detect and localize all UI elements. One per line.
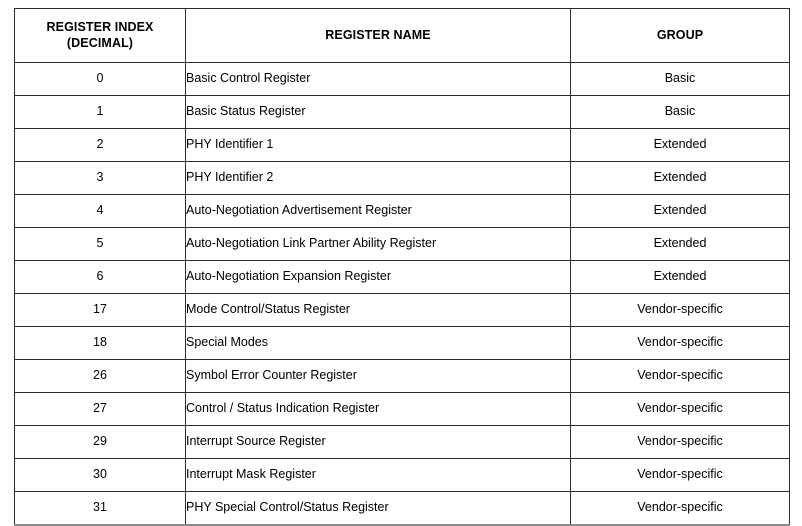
table-row: 1 Basic Status Register Basic [14,95,790,129]
cell-register-name: Auto-Negotiation Link Partner Ability Re… [185,227,571,261]
cell-group: Vendor-specific [570,326,790,360]
cell-register-name: Interrupt Mask Register [185,458,571,492]
cell-group: Extended [570,128,790,162]
cell-register-name: PHY Identifier 2 [185,161,571,195]
table-row: 3 PHY Identifier 2 Extended [14,161,790,195]
cell-register-index: 29 [14,425,186,459]
cell-group: Basic [570,95,790,129]
cell-register-index: 4 [14,194,186,228]
table-row: 2 PHY Identifier 1 Extended [14,128,790,162]
cell-register-index: 18 [14,326,186,360]
cell-register-index: 26 [14,359,186,393]
cell-register-index: 27 [14,392,186,426]
table-body: 0 Basic Control Register Basic 1 Basic Statu… [14,62,790,526]
cell-register-name: Basic Control Register [185,62,571,96]
cell-group: Extended [570,161,790,195]
cell-group: Extended [570,227,790,261]
cell-register-name: Mode Control/Status Register [185,293,571,327]
table-row: 30 Interrupt Mask Register Vendor-specific [14,458,790,492]
table-row: 18 Special Modes Vendor-specific [14,326,790,360]
cell-register-index: 3 [14,161,186,195]
cell-group: Vendor-specific [570,425,790,459]
table-row: 29 Interrupt Source Register Vendor-specif… [14,425,790,459]
cell-register-index: 5 [14,227,186,261]
cell-register-name: Control / Status Indication Register [185,392,571,426]
column-header-register-index-line2: (DECIMAL) [66,35,134,50]
column-header-register-name: REGISTER NAME [185,8,571,63]
cell-register-index: 1 [14,95,186,129]
cell-group: Vendor-specific [570,293,790,327]
cell-group: Basic [570,62,790,96]
table-row: 5 Auto-Negotiation Link Partner Ability R… [14,227,790,261]
table-row: 27 Control / Status Indication Register Ve… [14,392,790,426]
cell-register-name: Interrupt Source Register [185,425,571,459]
cell-group: Extended [570,194,790,228]
cell-register-name: Auto-Negotiation Advertisement Register [185,194,571,228]
table-row: 26 Symbol Error Counter Register Vendor-sp… [14,359,790,393]
cell-register-name: Special Modes [185,326,571,360]
cell-register-name: Symbol Error Counter Register [185,359,571,393]
cell-register-index: 30 [14,458,186,492]
cell-register-index: 2 [14,128,186,162]
cell-group: Vendor-specific [570,392,790,426]
cell-register-name: PHY Identifier 1 [185,128,571,162]
table-row: 6 Auto-Negotiation Expansion Register Exte… [14,260,790,294]
column-header-register-index-line1: REGISTER INDEX [46,19,154,34]
cell-register-name: Auto-Negotiation Expansion Register [185,260,571,294]
column-header-register-index: REGISTER INDEX (DECIMAL) [14,8,186,63]
cell-register-index: 6 [14,260,186,294]
cell-register-index: 0 [14,62,186,96]
cell-group: Extended [570,260,790,294]
cell-register-name: Basic Status Register [185,95,571,129]
table-header-row: REGISTER INDEX (DECIMAL) REGISTER NAME G… [14,8,790,63]
column-header-group: GROUP [570,8,790,63]
table-row: 17 Mode Control/Status Register Vendor-spe… [14,293,790,327]
cell-group: Vendor-specific [570,359,790,393]
cell-group: Vendor-specific [570,458,790,492]
table-row: 0 Basic Control Register Basic [14,62,790,96]
cell-register-index: 17 [14,293,186,327]
table-header: REGISTER INDEX (DECIMAL) REGISTER NAME G… [14,8,790,63]
register-map-table: REGISTER INDEX (DECIMAL) REGISTER NAME G… [14,8,790,526]
table-row: 4 Auto-Negotiation Advertisement Register… [14,194,790,228]
